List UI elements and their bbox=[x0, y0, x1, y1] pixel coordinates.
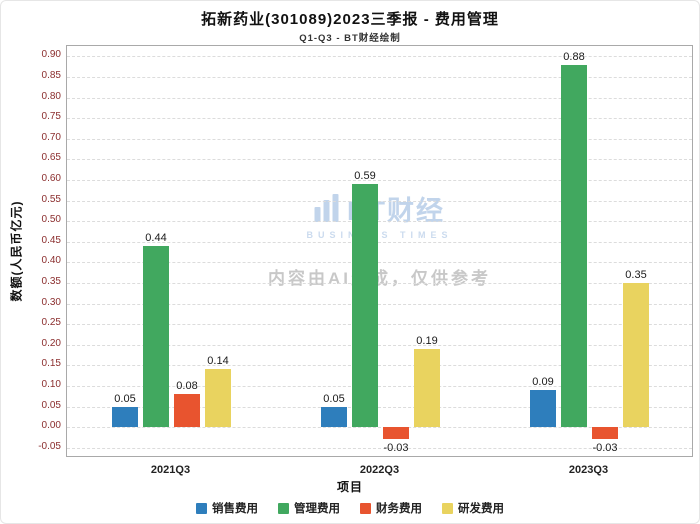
bar-value-label: 0.09 bbox=[532, 376, 554, 389]
y-tick-label: 0.30 bbox=[41, 296, 61, 308]
y-tick-label: 0.25 bbox=[41, 317, 61, 329]
y-tick-label: 0.20 bbox=[41, 337, 61, 349]
y-tick-label: 0.70 bbox=[41, 131, 61, 143]
bar bbox=[561, 64, 587, 428]
grid-line bbox=[67, 179, 692, 181]
grid-line bbox=[67, 56, 692, 58]
bar-value-label: 0.14 bbox=[207, 355, 229, 368]
legend-label: 管理费用 bbox=[294, 503, 340, 515]
y-tick-label: 0.90 bbox=[41, 49, 61, 61]
bar bbox=[383, 427, 409, 440]
grid-line bbox=[67, 97, 692, 99]
x-axis-label: 项目 bbox=[336, 480, 363, 494]
y-tick-label: 0.05 bbox=[41, 399, 61, 411]
grid-line bbox=[67, 221, 692, 223]
y-tick-label: 0.00 bbox=[41, 420, 61, 432]
y-tick-label: 0.65 bbox=[41, 152, 61, 164]
bar-value-label: 0.88 bbox=[563, 50, 585, 63]
grid-line bbox=[67, 118, 692, 120]
bar-value-label: 0.59 bbox=[354, 170, 376, 183]
bar bbox=[414, 348, 440, 428]
grid-line bbox=[67, 241, 692, 243]
grid-line bbox=[67, 365, 692, 367]
y-tick-label: 0.40 bbox=[41, 255, 61, 267]
grid-line bbox=[67, 344, 692, 346]
grid-line bbox=[67, 76, 692, 78]
grid-line bbox=[67, 406, 692, 408]
x-category-label: 2022Q3 bbox=[359, 464, 400, 476]
bar-value-label: 0.44 bbox=[145, 231, 167, 244]
y-tick-label: -0.05 bbox=[38, 440, 61, 452]
legend-item: 管理费用 bbox=[278, 500, 340, 516]
bar-value-label: 0.35 bbox=[625, 268, 647, 281]
bar bbox=[174, 394, 200, 428]
bar-value-label: 0.05 bbox=[323, 392, 345, 405]
y-tick-label: 0.35 bbox=[41, 275, 61, 287]
legend-item: 研发费用 bbox=[442, 500, 504, 516]
bar-value-label: 0.08 bbox=[176, 380, 198, 393]
y-tick-label: 0.15 bbox=[41, 358, 61, 370]
grid-line bbox=[67, 303, 692, 305]
legend-item: 财务费用 bbox=[360, 500, 422, 516]
grid-line bbox=[67, 427, 692, 429]
grid-line bbox=[67, 324, 692, 326]
y-tick-label: 0.10 bbox=[41, 378, 61, 390]
bar-value-label: 0.05 bbox=[114, 392, 136, 405]
grid-line bbox=[67, 159, 692, 161]
bar bbox=[112, 406, 138, 428]
bar bbox=[592, 427, 618, 440]
bar bbox=[143, 245, 169, 428]
y-tick-label: 0.55 bbox=[41, 193, 61, 205]
y-tick-label: 0.80 bbox=[41, 90, 61, 102]
legend-swatch bbox=[196, 502, 207, 514]
grid-line bbox=[67, 262, 692, 264]
grid-line bbox=[67, 447, 692, 449]
bar bbox=[623, 282, 649, 428]
y-tick-label: 0.50 bbox=[41, 214, 61, 226]
y-tick-label: 0.85 bbox=[41, 69, 61, 81]
legend-label: 财务费用 bbox=[376, 503, 422, 515]
legend-item: 销售费用 bbox=[196, 500, 258, 516]
chart-title: 拓新药业(301089)2023三季报 - 费用管理 bbox=[201, 11, 499, 28]
bar bbox=[352, 184, 378, 428]
y-tick-label: 0.75 bbox=[41, 111, 61, 123]
bar-value-label: 0.19 bbox=[416, 334, 438, 347]
legend-label: 销售费用 bbox=[212, 503, 258, 515]
grid-line bbox=[67, 138, 692, 140]
x-category-label: 2021Q3 bbox=[150, 464, 191, 476]
bar bbox=[530, 390, 556, 428]
bar-value-label: -0.03 bbox=[592, 442, 618, 455]
y-tick-label: 0.45 bbox=[41, 234, 61, 246]
x-category-label: 2023Q3 bbox=[568, 464, 609, 476]
bar bbox=[205, 369, 231, 428]
legend-label: 研发费用 bbox=[458, 503, 504, 515]
bar-value-label: -0.03 bbox=[383, 442, 409, 455]
chart-subtitle: Q1-Q3 - BT财经绘制 bbox=[299, 33, 401, 44]
plot-area: BT财经 BUSINESS TIMES 内容由AI生成，仅供参考 0.05 0.4… bbox=[66, 45, 693, 457]
grid-line bbox=[67, 282, 692, 284]
bar bbox=[321, 406, 347, 428]
bt-logo-icon bbox=[314, 194, 338, 223]
legend-swatch bbox=[442, 502, 453, 514]
grid-line bbox=[67, 200, 692, 202]
legend: 销售费用 管理费用 财务费用 研发费用 bbox=[1, 500, 699, 516]
grid-line bbox=[67, 385, 692, 387]
y-tick-label: 0.60 bbox=[41, 172, 61, 184]
legend-swatch bbox=[360, 502, 371, 514]
legend-swatch bbox=[278, 502, 289, 514]
